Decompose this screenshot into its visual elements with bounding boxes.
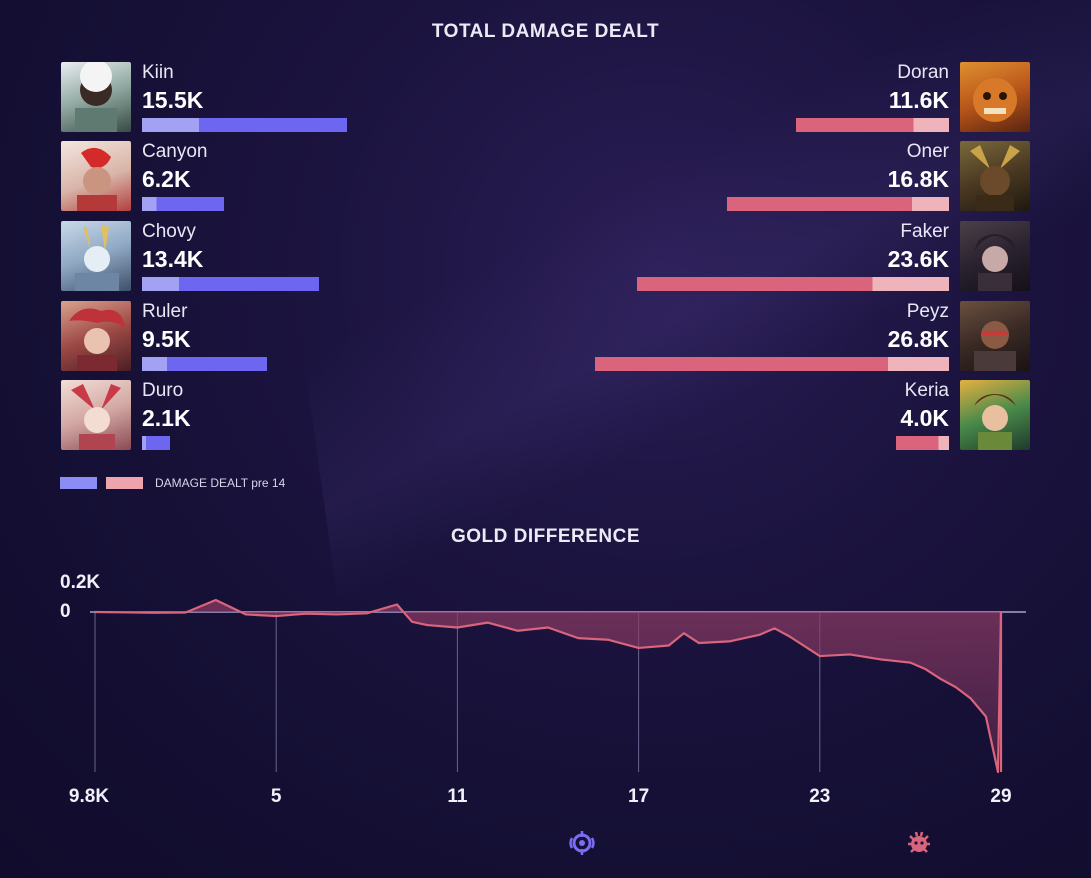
player-row-red-4: Peyz 26.8K <box>580 301 1030 375</box>
player-row-blue-3: Chovy 13.4K <box>61 221 481 295</box>
damage-value: 13.4K <box>142 246 204 272</box>
player-name: Keria <box>904 380 949 401</box>
player-name: Duro <box>142 380 184 401</box>
x-tick-label: 29 <box>990 786 1011 807</box>
damage-value: 6.2K <box>142 166 191 192</box>
damage-value: 11.6K <box>888 87 949 113</box>
damage-value: 23.6K <box>887 246 949 272</box>
damage-bar <box>142 436 170 450</box>
gold-chart-title: GOLD DIFFERENCE <box>450 526 641 547</box>
player-row-red-3: Faker 23.6K <box>580 221 1030 295</box>
damage-value: 16.8K <box>887 166 949 192</box>
champion-portrait <box>960 221 1030 291</box>
player-name: Canyon <box>142 141 208 162</box>
y-tick-label: 0 <box>60 601 71 622</box>
champion-portrait <box>61 301 131 371</box>
min-value-label: 9.8K <box>69 786 109 807</box>
champion-portrait <box>61 62 131 132</box>
damage-value: 15.5K <box>142 87 204 113</box>
damage-bar <box>637 277 949 291</box>
damage-chart-title: TOTAL DAMAGE DEALT <box>431 21 660 42</box>
champion-portrait <box>960 141 1030 211</box>
damage-value: 4.0K <box>900 405 949 431</box>
damage-bar <box>142 357 268 371</box>
player-name: Ruler <box>142 301 188 322</box>
player-row-red-1: Doran 11.6K <box>580 62 1030 136</box>
player-name: Chovy <box>142 221 196 242</box>
champion-portrait <box>61 221 131 291</box>
damage-bar <box>727 197 949 211</box>
blue-team-icon <box>569 831 595 855</box>
player-name: Doran <box>897 62 949 83</box>
champion-portrait <box>960 380 1030 450</box>
champion-portrait <box>960 62 1030 132</box>
damage-bar <box>896 436 949 450</box>
player-name: Faker <box>900 221 949 242</box>
champion-portrait <box>61 380 131 450</box>
player-row-blue-4: Ruler 9.5K <box>61 301 481 375</box>
damage-bar <box>795 118 949 132</box>
player-row-blue-2: Canyon 6.2K <box>61 141 481 215</box>
gold-difference-area <box>95 600 1001 772</box>
damage-bar <box>142 197 224 211</box>
player-name: Kiin <box>142 62 174 83</box>
damage-value: 26.8K <box>887 326 949 352</box>
x-tick-label: 11 <box>447 786 468 807</box>
legend-swatch-blue <box>60 477 97 489</box>
red-team-icon <box>908 831 930 853</box>
x-tick-label: 5 <box>271 786 282 807</box>
x-tick-label: 23 <box>809 786 830 807</box>
gold-difference-line <box>94 598 1003 774</box>
damage-bar <box>142 277 319 291</box>
damage-bar <box>142 118 347 132</box>
player-row-blue-1: Kiin 15.5K <box>61 62 481 136</box>
damage-bar <box>595 357 949 371</box>
x-tick-label: 17 <box>628 786 649 807</box>
gold-difference-chart: 0.2K 0 9.8K 5 11 17 23 29 <box>60 572 1026 807</box>
player-row-red-5: Keria 4.0K <box>580 380 1030 454</box>
legend-swatch-red <box>106 477 143 489</box>
player-name: Peyz <box>906 301 949 322</box>
legend-label: DAMAGE DEALT pre 14 <box>155 476 286 490</box>
damage-value: 2.1K <box>142 405 191 431</box>
champion-portrait <box>960 301 1030 371</box>
player-name: Oner <box>906 141 949 162</box>
damage-value: 9.5K <box>142 326 191 352</box>
player-row-blue-5: Duro 2.1K <box>61 380 481 454</box>
player-row-red-2: Oner 16.8K <box>580 141 1030 215</box>
champion-portrait <box>61 141 131 211</box>
y-tick-label: 0.2K <box>60 572 100 593</box>
